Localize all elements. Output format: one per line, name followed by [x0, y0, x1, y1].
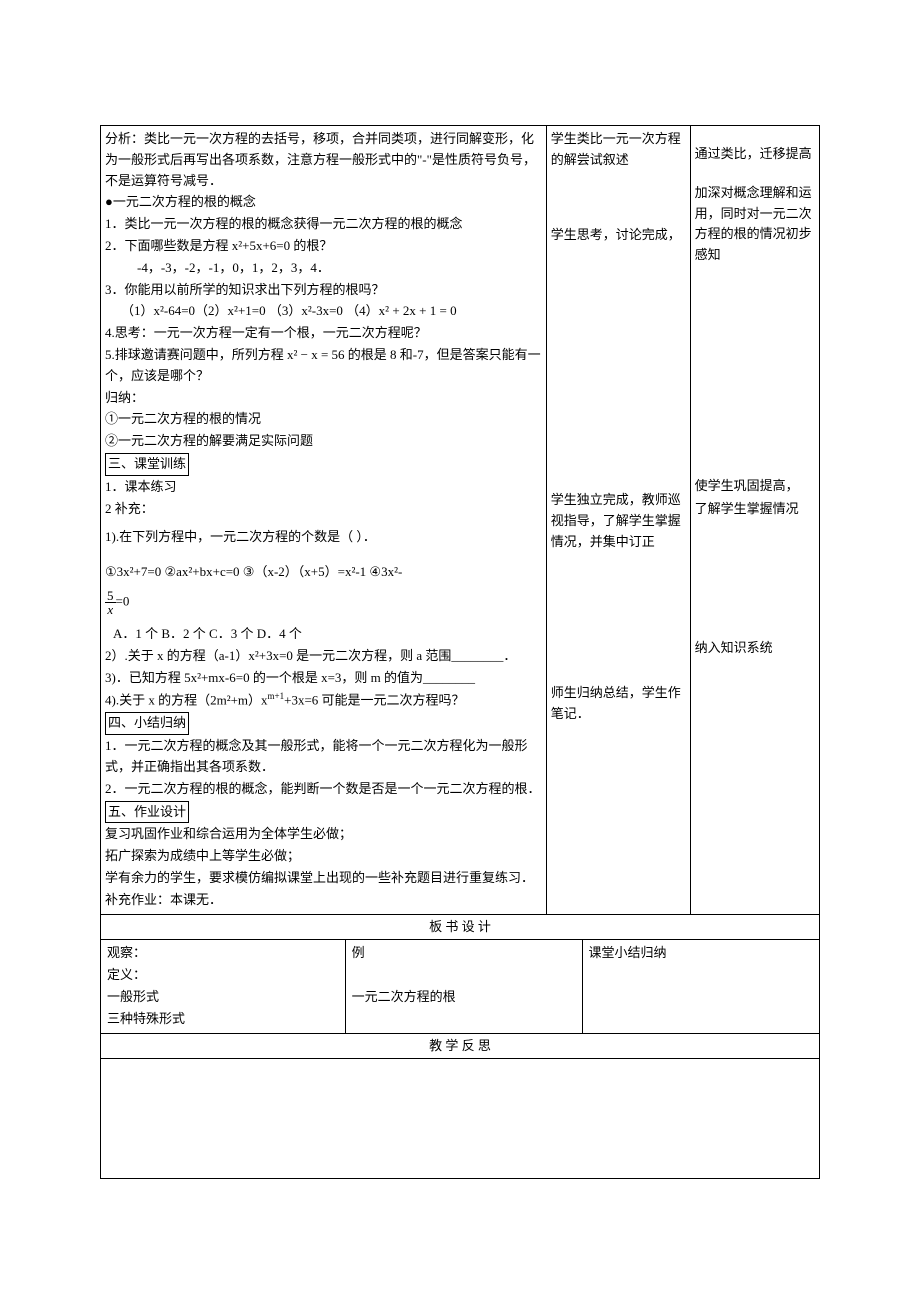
goal-r4: 纳入知识系统 — [695, 638, 815, 659]
board-c2-1: 例 — [352, 943, 576, 964]
lesson-table: 分析：类比一元一次方程的去括号，移项，合并同类项，进行同解变形，化为一般形式后再… — [100, 125, 820, 1179]
sec5-item-2: 拓广探索为成绩中上等学生必做； — [105, 846, 542, 867]
bullet-root: ●一元二次方程的根的概念 — [105, 192, 542, 213]
sec3-item-1: 1．课本练习 — [105, 477, 542, 498]
root-item-3: 3．你能用以前所学的知识求出下列方程的根吗？ — [105, 280, 542, 301]
sec5-item-4: 补充作业：本课无． — [105, 890, 542, 911]
root-item-5: 5.排球邀请赛问题中，所列方程 x² − x = 56 的根是 8 和-7，但是… — [105, 345, 542, 387]
activity-cell: 学生类比一元一次方程的解尝试叙述 学生思考，讨论完成， 学生独立完成，教师巡视指… — [546, 126, 690, 915]
sec3-item-2: 2 补充： — [105, 499, 542, 520]
goal-r3b: 了解学生掌握情况 — [695, 499, 815, 520]
root-item-1: 1．类比一元一次方程的根的概念获得一元二次方程的根的概念 — [105, 214, 542, 235]
board-c1-1: 观察： — [107, 943, 339, 964]
goal-r1: 通过类比，迁移提高 — [695, 144, 815, 165]
board-design-title: 板 书 设 计 — [101, 914, 820, 940]
board-col2: 例 一元二次方程的根 — [345, 940, 582, 1032]
board-col1: 观察： 定义： 一般形式 三种特殊形式 — [101, 940, 345, 1032]
guina-1: ①一元二次方程的根的情况 — [105, 411, 261, 426]
sec5-item-1: 复习巩固作业和综合运用为全体学生必做； — [105, 824, 542, 845]
goal-r3: 使学生巩固提高， — [695, 476, 815, 497]
board-c2-2: 一元二次方程的根 — [352, 987, 576, 1008]
activity-r1: 学生类比一元一次方程的解尝试叙述 — [551, 129, 686, 171]
root-item-2-nums: -4，-3，-2，-1，0，1，2，3，4． — [105, 258, 542, 279]
activity-r3: 学生独立完成，教师巡视指导，了解学生掌握情况，并集中订正 — [551, 490, 686, 552]
sec4-item-1: 1．一元二次方程的概念及其一般形式，能将一个一元二次方程化为一般形式，并正确指出… — [105, 736, 542, 778]
board-c1-2: 定义： — [107, 965, 339, 986]
sec3-q1-choices: A．1 个 B．2 个 C．3 个 D．4 个 — [105, 624, 542, 645]
guina-2: ②一元二次方程的解要满足实际问题 — [105, 433, 313, 448]
sec3-q4: 4).关于 x 的方程（2m²+m）xm+1+3x=6 可能是一元二次方程吗？ — [105, 689, 542, 711]
sec5-item-3: 学有余力的学生，要求模仿编拟课堂上出现的一些补充题目进行重复练习． — [105, 868, 542, 889]
board-c3-1: 课堂小结归纳 — [589, 943, 813, 964]
sec3-title: 三、课堂训练 — [105, 453, 189, 476]
activity-r4: 师生归纳总结，学生作笔记． — [551, 683, 686, 725]
root-item-2: 2．下面哪些数是方程 x²+5x+6=0 的根？ — [105, 236, 542, 257]
goal-cell: 通过类比，迁移提高 加深对概念理解和运用，同时对一元二次方程的根的情况初步感知 … — [690, 126, 819, 915]
sec4-title: 四、小结归纳 — [105, 712, 189, 735]
sec3-q1-frac: 5x=0 — [105, 589, 542, 616]
sec3-q3: 3)．已知方程 5x²+mx-6=0 的一个根是 x=3，则 m 的值为____… — [105, 668, 542, 689]
board-design-cell: 观察： 定义： 一般形式 三种特殊形式 例 一元二次方程的根 课堂小结归纳 — [101, 940, 820, 1033]
reflect-space — [101, 1059, 820, 1179]
root-item-3-eqs: （1）x²-64=0（2）x²+1=0 （3）x²-3x=0 （4）x² + 2… — [105, 301, 542, 322]
sec3-q1-opts: ①3x²+7=0 ②ax²+bx+c=0 ③（x-2）（x+5）=x²-1 ④3… — [105, 562, 542, 583]
sec5-title: 五、作业设计 — [105, 801, 189, 824]
sec3-q2: 2）.关于 x 的方程（a-1）x²+3x=0 是一元二次方程，则 a 范围__… — [105, 646, 542, 667]
sec4-item-2: 2．一元二次方程的根的概念，能判断一个数是否是一个一元二次方程的根． — [105, 779, 542, 800]
root-item-4: 4.思考：一元一次方程一定有一个根，一元二次方程呢？ — [105, 323, 542, 344]
reflect-title: 教 学 反 思 — [101, 1033, 820, 1059]
sec3-q1: 1).在下列方程中，一元二次方程的个数是（ ）． — [105, 527, 542, 548]
board-inner-table: 观察： 定义： 一般形式 三种特殊形式 例 一元二次方程的根 课堂小结归纳 — [101, 940, 819, 1032]
main-content-cell: 分析：类比一元一次方程的去括号，移项，合并同类项，进行同解变形，化为一般形式后再… — [101, 126, 547, 915]
activity-r2: 学生思考，讨论完成， — [551, 225, 686, 246]
board-col3: 课堂小结归纳 — [582, 940, 819, 1032]
fraction-5-over-x: 5x — [105, 589, 116, 616]
guina-label: 归纳： — [105, 388, 542, 409]
analysis-text: 分析：类比一元一次方程的去括号，移项，合并同类项，进行同解变形，化为一般形式后再… — [105, 129, 542, 191]
board-c1-4: 三种特殊形式 — [107, 1009, 339, 1030]
board-c1-3: 一般形式 — [107, 987, 339, 1008]
goal-r2: 加深对概念理解和运用，同时对一元二次方程的根的情况初步感知 — [695, 183, 815, 266]
